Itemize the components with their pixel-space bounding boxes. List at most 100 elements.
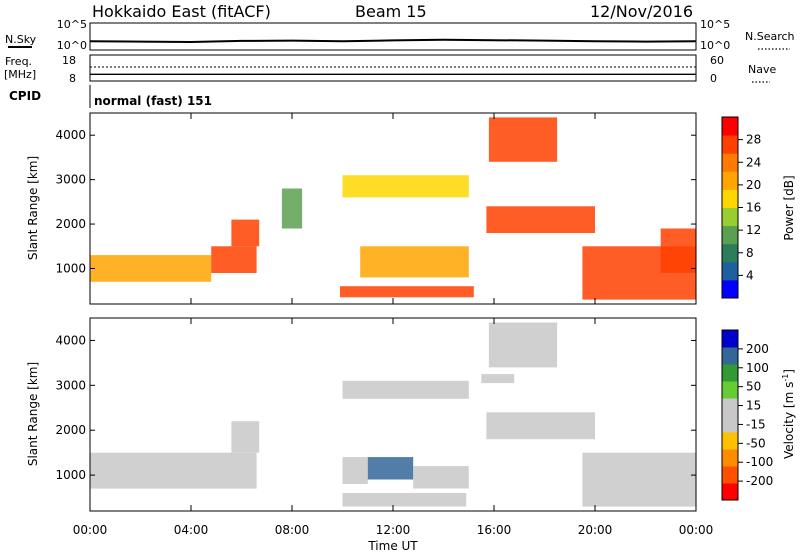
- velocity-colorbar-tick-label: 50: [746, 380, 761, 394]
- velocity-colorbar-tick-label: 15: [746, 399, 761, 413]
- velocity-panel-border: [89, 317, 697, 512]
- velocity-colorbar-cell: [722, 449, 738, 467]
- power-region-10: [660, 228, 696, 273]
- time-x-tick-label: 04:00: [174, 523, 209, 537]
- power-colorbar-tick-label: 4: [746, 268, 754, 282]
- time-x-tick-label: 12:00: [376, 523, 411, 537]
- velocity-region-2: [342, 457, 368, 484]
- radar-title: Hokkaido East (fitACF): [92, 2, 271, 21]
- time-x-ticks: 00:00 04:00 08:00 12:00 16:00 20:00 00:00: [73, 523, 714, 537]
- power-y-axis-label: Slant Range [km]: [26, 156, 40, 260]
- power-colorbar: 4 8 12 16 20 24 28 Power [dB]: [721, 116, 796, 299]
- power-colorbar-cell: [722, 171, 738, 190]
- power-colorbar-cell: [722, 117, 738, 136]
- power-colorbar-cell: [722, 189, 738, 208]
- velocity-colorbar-tick-label: 200: [746, 342, 769, 356]
- power-colorbar-tick-label: 20: [746, 178, 761, 192]
- power-y-tick-label: 1000: [55, 261, 86, 275]
- power-colorbar-cell: [722, 225, 738, 245]
- velocity-data-layer: [90, 322, 696, 507]
- power-region-5: [340, 286, 474, 298]
- power-region-1: [211, 246, 257, 273]
- power-colorbar-cell: [722, 135, 738, 154]
- velocity-colorbar-cell: [722, 330, 738, 348]
- power-region-3: [281, 188, 303, 229]
- power-colorbar-tick-label: 28: [746, 133, 761, 147]
- time-x-tick-label: 00:00: [73, 523, 108, 537]
- velocity-region-10: [481, 374, 515, 384]
- freq-tick-bottom: 8: [69, 72, 76, 85]
- velocity-colorbar-frame: [721, 329, 739, 501]
- power-region-8: [488, 117, 558, 162]
- power-panel-border: [89, 112, 697, 305]
- time-x-axis-label: Time UT: [367, 539, 418, 553]
- velocity-region-5: [342, 493, 467, 507]
- date-title: 12/Nov/2016: [590, 2, 693, 21]
- velocity-region-4: [413, 466, 469, 489]
- power-y-tick-label: 2000: [55, 217, 86, 231]
- power-colorbar-cells: [722, 117, 738, 299]
- velocity-y-tick-label: 1000: [55, 468, 86, 482]
- velocity-colorbar-label: Velocity [m s-1]: [781, 369, 796, 459]
- nave-tick-top: 60: [710, 54, 724, 67]
- noise-left-tick-top: 10^5: [57, 18, 87, 31]
- power-colorbar-cell: [722, 261, 738, 281]
- cpid-panel: CPID normal (fast) 151: [9, 85, 212, 108]
- frequency-panel: Freq. [MHz] 18 8 60 0 Nave: [4, 54, 776, 85]
- velocity-colorbar-ticks: 200 100 50 15 -15 -50 -100 -200: [738, 342, 773, 488]
- power-colorbar-tick-label: 16: [746, 201, 761, 215]
- velocity-colorbar-cell: [722, 466, 738, 484]
- velocity-region-1: [231, 421, 260, 453]
- velocity-colorbar-cell: [722, 415, 738, 433]
- freq-label-line1: Freq.: [5, 55, 32, 68]
- freq-label-line2: [MHz]: [4, 68, 36, 81]
- power-colorbar-cell: [722, 243, 738, 263]
- cpid-mode: normal (fast) 151: [94, 94, 212, 108]
- velocity-region-7: [486, 412, 595, 440]
- power-panel: 1000 2000 3000 4000 Slant Range [km]: [26, 112, 697, 305]
- frequency-panel-frame: [89, 54, 697, 82]
- power-colorbar-cell: [722, 279, 738, 299]
- velocity-colorbar-cell: [722, 381, 738, 399]
- velocity-colorbar-cell: [722, 398, 738, 416]
- velocity-colorbar-cell: [722, 483, 738, 501]
- velocity-y-axis-label: Slant Range [km]: [26, 362, 40, 466]
- velocity-colorbar-cells: [722, 330, 738, 501]
- power-y-tick-label: 3000: [55, 173, 86, 187]
- noise-right-tick-top: 10^5: [700, 18, 730, 31]
- noise-sky-series: [89, 38, 697, 44]
- power-region-4: [360, 246, 469, 278]
- velocity-y-tick-label: 3000: [55, 378, 86, 392]
- velocity-colorbar-tick-label: -100: [746, 455, 773, 469]
- velocity-region-3: [367, 457, 414, 480]
- power-data-layer: [90, 117, 696, 300]
- noise-sky-label: N.Sky: [5, 33, 37, 46]
- time-x-tick-label: 08:00: [275, 523, 310, 537]
- velocity-y-tick-label: 4000: [55, 333, 86, 347]
- power-region-6: [342, 175, 469, 198]
- time-x-tick-label: 16:00: [477, 523, 512, 537]
- velocity-colorbar-tick-label: -50: [746, 436, 766, 450]
- velocity-y-tick-label: 2000: [55, 423, 86, 437]
- power-region-2: [231, 219, 260, 247]
- velocity-colorbar-tick-label: -200: [746, 474, 773, 488]
- velocity-colorbar-tick-label: 100: [746, 361, 769, 375]
- freq-tick-top: 18: [62, 54, 76, 67]
- cpid-label: CPID: [9, 89, 41, 103]
- time-x-tick-label: 00:00: [679, 523, 714, 537]
- power-colorbar-tick-label: 24: [746, 155, 761, 169]
- power-colorbar-ticks: 4 8 12 16 20 24 28: [738, 133, 761, 282]
- power-y-ticks: 1000 2000 3000 4000: [55, 113, 697, 304]
- velocity-colorbar-cell: [722, 364, 738, 382]
- power-region-0: [90, 255, 212, 282]
- noise-search-label: N.Search: [745, 30, 795, 43]
- noise-panel: N.Sky 10^5 10^0 10^5 10^0 N.Search: [5, 18, 795, 52]
- velocity-region-8: [488, 322, 558, 368]
- time-x-tick-label: 20:00: [578, 523, 613, 537]
- noise-left-tick-bottom: 10^0: [57, 39, 87, 52]
- velocity-region-9: [582, 452, 696, 507]
- nave-tick-bottom: 0: [710, 72, 717, 85]
- beam-title: Beam 15: [355, 2, 427, 21]
- noise-right-tick-bottom: 10^0: [700, 39, 730, 52]
